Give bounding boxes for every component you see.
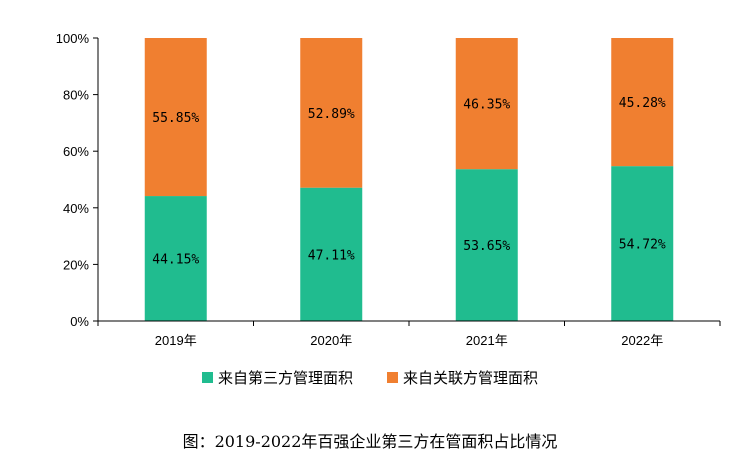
y-tick-label-5: 100% — [56, 31, 90, 46]
x-tick-label-2: 2021年 — [466, 333, 508, 348]
bar-third-party-2 — [455, 169, 518, 321]
bar-related-party-1 — [300, 38, 363, 188]
x-tick-label-3: 2022年 — [621, 333, 663, 348]
legend-label-third-party: 来自第三方管理面积 — [217, 369, 353, 387]
y-tick-label-4: 80% — [63, 88, 89, 103]
y-tick-label-2: 40% — [63, 201, 89, 216]
bar-related-party-3 — [611, 38, 674, 167]
bar-third-party-0 — [144, 196, 207, 321]
y-tick-label-3: 60% — [63, 144, 89, 159]
bar-third-party-3 — [611, 166, 674, 321]
bar-related-party-2 — [455, 38, 518, 170]
data-label-related-party-1: 52.89% — [308, 107, 355, 122]
chart-legend: 来自第三方管理面积 来自关联方管理面积 — [0, 367, 740, 388]
data-label-related-party-0: 55.85% — [152, 111, 199, 126]
figure-caption: 图：2019-2022年百强企业第三方在管面积占比情况 — [182, 432, 558, 451]
stacked-bar-chart: 44.15% 55.85% 47.11% 52.89% 53.65% 46.35% 54.7… — [56, 31, 721, 348]
bar-related-party-0 — [144, 38, 207, 197]
data-label-third-party-3: 54.72% — [619, 238, 666, 253]
data-label-related-party-2: 46.35% — [463, 98, 510, 113]
data-label-related-party-3: 45.28% — [619, 96, 666, 111]
data-label-third-party-1: 47.11% — [308, 248, 355, 263]
legend-item-related-party: 来自关联方管理面积 — [387, 367, 538, 388]
legend-label-related-party: 来自关联方管理面积 — [403, 369, 539, 387]
x-tick-label-1: 2020年 — [310, 333, 352, 348]
y-tick-label-0: 0% — [70, 314, 89, 329]
y-tick-label-1: 20% — [63, 257, 89, 272]
data-label-third-party-2: 53.65% — [463, 239, 510, 254]
legend-item-third-party: 来自第三方管理面积 — [201, 367, 353, 388]
legend-swatch-related-party — [387, 372, 398, 383]
bar-third-party-1 — [300, 187, 363, 321]
x-tick-label-0: 2019年 — [155, 333, 197, 348]
legend-swatch-third-party — [201, 372, 213, 383]
data-label-third-party-0: 44.15% — [152, 253, 199, 268]
